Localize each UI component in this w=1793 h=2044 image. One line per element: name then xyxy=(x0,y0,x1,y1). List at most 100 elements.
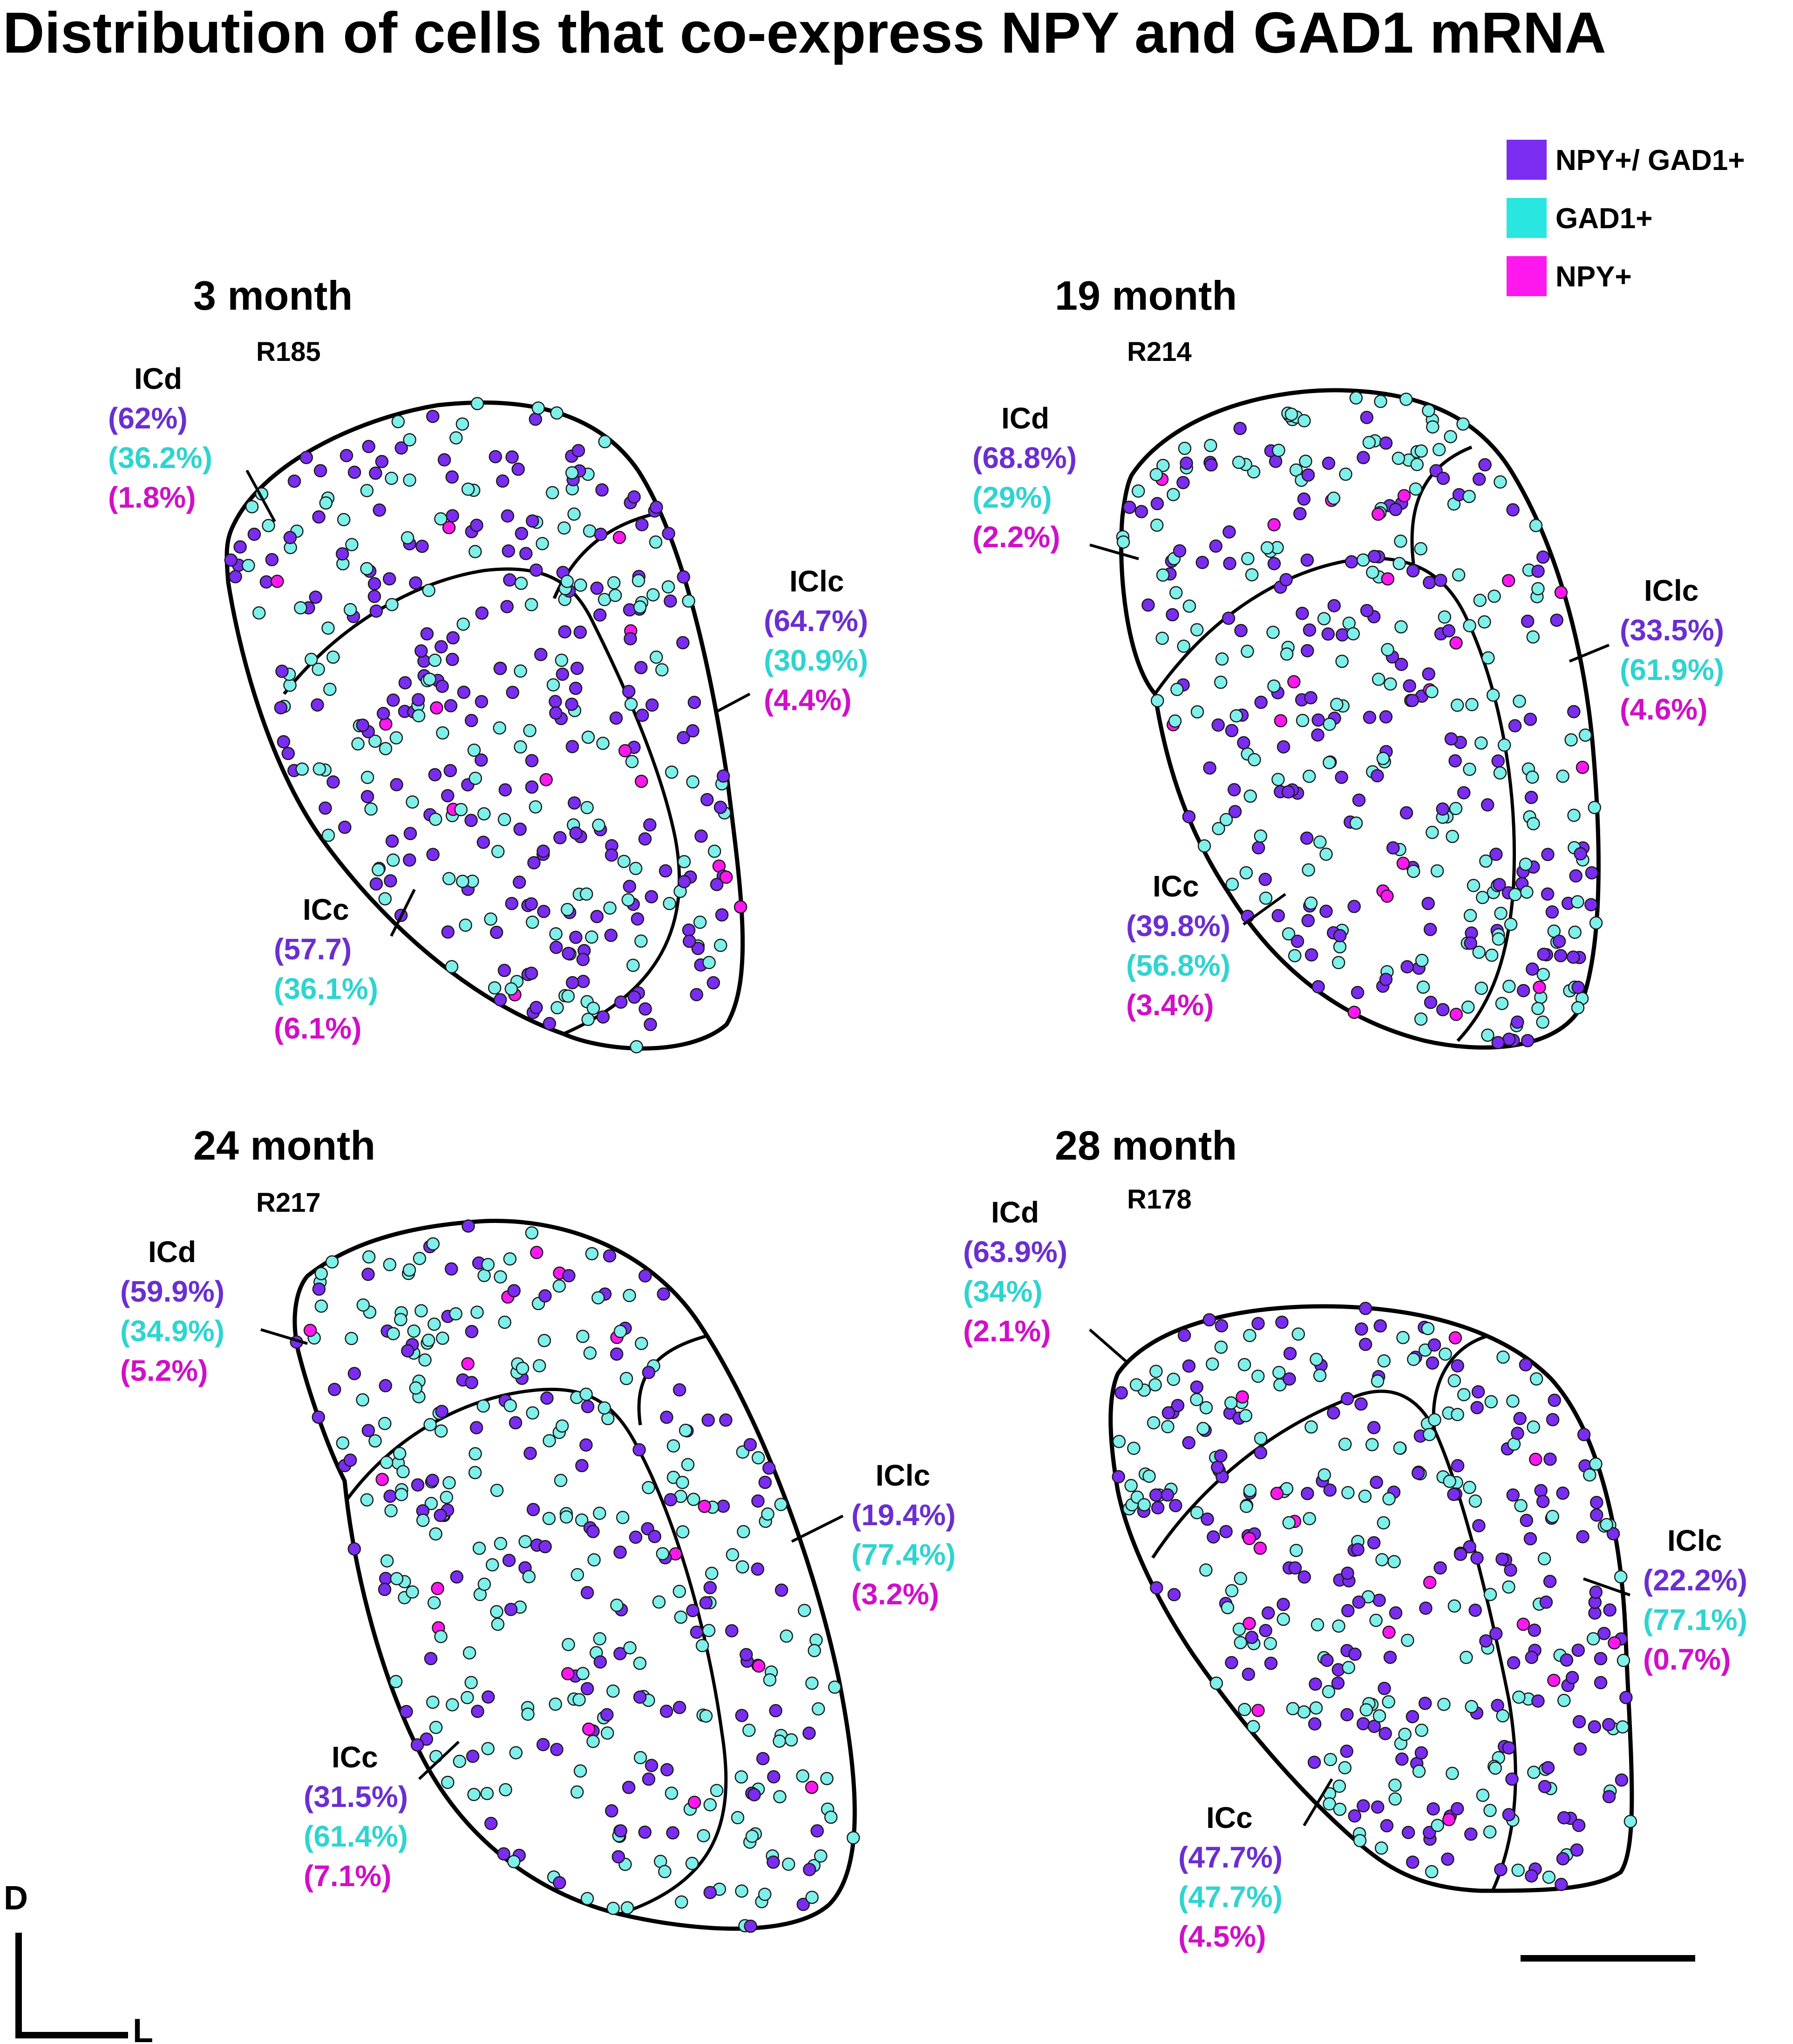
cell-dot xyxy=(1441,1852,1454,1866)
cell-dot xyxy=(580,1682,594,1696)
cell-dot xyxy=(1167,1372,1181,1386)
cell-dot xyxy=(1389,503,1402,516)
pct-npy-gad1: (64.7%) xyxy=(764,604,868,638)
cell-dot xyxy=(383,1258,397,1271)
cell-dot xyxy=(1414,1012,1428,1026)
cell-dot xyxy=(323,682,337,696)
cell-dot xyxy=(1608,1636,1621,1650)
cell-dot xyxy=(1533,980,1546,994)
region-name: ICc xyxy=(1206,1801,1253,1834)
cell-dot xyxy=(1398,1727,1412,1741)
cell-dot xyxy=(441,789,455,802)
cell-dot xyxy=(636,708,649,722)
cell-dot xyxy=(1127,1441,1141,1455)
cell-dot xyxy=(488,981,502,995)
cell-dot xyxy=(490,1605,503,1618)
cell-dot xyxy=(428,1317,441,1331)
cell-dot xyxy=(1526,962,1539,976)
cell-dot xyxy=(459,918,472,932)
cell-dot xyxy=(507,1855,521,1868)
cell-dot xyxy=(494,1270,507,1284)
cell-dot xyxy=(1426,826,1439,839)
pct-npy-gad1: (39.8%) xyxy=(1126,909,1230,943)
cell-dot xyxy=(465,1376,478,1389)
cell-dot xyxy=(456,875,469,888)
cell-dot xyxy=(638,832,652,846)
cell-dot xyxy=(1449,636,1463,650)
pct-gad1: (36.2%) xyxy=(108,441,212,475)
cell-dot xyxy=(633,1690,647,1704)
cell-dot xyxy=(1222,525,1236,539)
cell-dot xyxy=(1243,1484,1257,1497)
cell-dot xyxy=(1513,1412,1527,1426)
cell-dot xyxy=(1251,1704,1265,1718)
cell-dot xyxy=(650,500,663,514)
cell-dot xyxy=(1468,1603,1482,1617)
cell-dot xyxy=(426,409,440,423)
cell-dot xyxy=(1516,1617,1530,1631)
cell-dot xyxy=(521,1707,535,1721)
pct-gad1: (29%) xyxy=(972,481,1052,514)
cell-dot xyxy=(1338,1761,1352,1774)
cell-dot xyxy=(512,876,526,889)
cell-dot xyxy=(1327,1406,1340,1420)
cell-dot xyxy=(1239,866,1253,880)
cell-dot xyxy=(642,1365,656,1379)
cell-dot xyxy=(609,711,623,725)
cell-dot xyxy=(1331,1676,1345,1690)
legend-swatch-npy xyxy=(1507,256,1547,296)
cell-dot xyxy=(1356,553,1370,567)
cell-dot xyxy=(1414,444,1428,458)
cell-dot xyxy=(1519,857,1533,871)
cell-dot xyxy=(1520,1514,1534,1528)
cell-dot xyxy=(523,724,537,738)
cell-dot xyxy=(1232,1623,1246,1636)
cell-dot xyxy=(586,1525,600,1538)
cell-dot xyxy=(657,1287,670,1301)
cell-dot xyxy=(1261,1606,1275,1620)
cell-dot xyxy=(1590,1508,1603,1522)
cell-dot xyxy=(437,453,451,467)
cell-dot xyxy=(506,686,519,699)
cell-dot xyxy=(1521,614,1535,628)
cell-dot xyxy=(561,903,574,917)
leader-line xyxy=(1243,893,1286,926)
cell-dot xyxy=(613,1647,627,1661)
cell-dot xyxy=(629,1530,643,1544)
cell-dot xyxy=(524,598,538,611)
cell-dot xyxy=(1564,733,1578,747)
cell-dot xyxy=(1451,1359,1464,1373)
cell-dot xyxy=(1571,1643,1585,1657)
cell-dot xyxy=(1392,557,1406,570)
cell-dot xyxy=(622,685,636,698)
cell-dot xyxy=(1489,848,1503,861)
cell-dot xyxy=(686,775,700,789)
cell-dot xyxy=(685,1857,699,1870)
cell-dot xyxy=(380,1455,394,1469)
cell-dot xyxy=(1177,1329,1191,1342)
cell-dot xyxy=(1352,1595,1366,1609)
cell-dot xyxy=(613,1324,627,1338)
cell-dot xyxy=(805,1890,819,1904)
cell-dot xyxy=(569,681,583,695)
cell-dot xyxy=(624,697,638,711)
cell-dot xyxy=(623,880,637,893)
cell-dot xyxy=(1351,986,1365,999)
cell-dot xyxy=(595,483,609,497)
cell-dot xyxy=(713,801,727,814)
cell-dot xyxy=(1324,1752,1337,1766)
cell-dot xyxy=(550,940,563,954)
cell-dot xyxy=(716,1499,730,1513)
cell-dot xyxy=(1552,935,1566,948)
cell-dot xyxy=(1311,728,1324,742)
cell-dot xyxy=(1511,1426,1524,1440)
cell-dot xyxy=(295,762,309,776)
region-name: ICd xyxy=(134,362,182,395)
cell-dot xyxy=(1377,1516,1391,1530)
cell-dot xyxy=(430,701,443,715)
cell-dot xyxy=(431,1582,444,1596)
cell-dot xyxy=(245,500,259,514)
cell-dot xyxy=(554,1474,568,1487)
cell-dot xyxy=(1286,1702,1300,1716)
cell-dot xyxy=(470,518,483,532)
